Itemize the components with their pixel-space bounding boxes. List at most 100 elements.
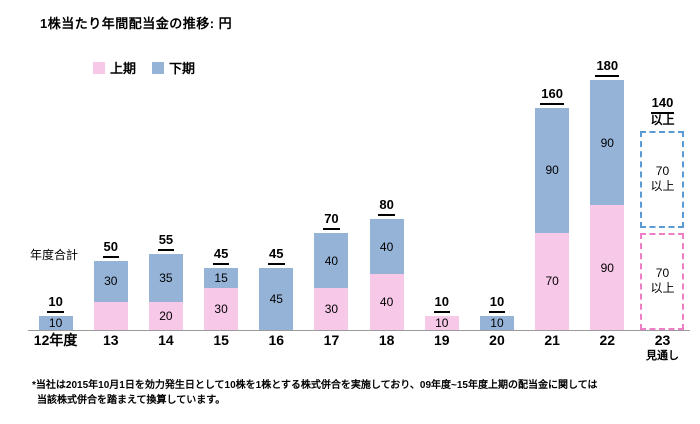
x-axis-label: 14 [138,332,193,362]
bar-group: 140 以上 70 以上 70 以上 [635,56,690,330]
x-axis-category: 23 [654,332,671,348]
x-axis-label: 12年度 [28,332,83,362]
x-axis-label: 23 見通し [635,332,690,362]
bar-segment-value: 30 [214,302,228,317]
bar-segment-second-half: 30 [93,260,128,303]
x-axis-label: 22 [580,332,635,362]
bar-total-value: 10 [47,294,64,314]
bar-segment-value: 10 [435,316,449,331]
bar-segment-first-half: 30 [204,288,239,330]
forecast-box-second-half: 70 以上 [640,130,685,228]
bar-total-label: 140 以上 [650,95,675,128]
bar-segment-second-half: 90 [590,80,625,205]
bar-total-label: 45 [212,246,230,265]
x-axis-category: 20 [489,332,505,348]
bar-segment-second-half: 90 [535,107,570,233]
bar-segment-first-half: 10 [424,316,459,331]
forecast-box-first-half: 70 以上 [640,232,685,330]
bar-segment-first-half: 40 [369,274,404,330]
bar-group: 10 10 [469,56,524,330]
bar-segment-second-half: 35 [148,253,183,303]
bar-stack: 90 90 [590,80,625,330]
bar-stack: 35 20 [148,253,183,330]
x-axis-label: 19 [414,332,469,362]
bar-segment-value: 70 [545,274,559,289]
x-axis-category: 22 [599,332,616,348]
bar-group: 160 90 70 [525,56,580,330]
forecast-suffix: 以上 [650,281,675,296]
bar-segment-value: 90 [600,260,614,275]
x-axis-category: 15 [213,332,229,348]
first-half-swatch-icon [93,61,105,74]
x-axis-category: 14 [158,332,174,348]
bar-group: 80 40 40 [359,56,414,330]
annual-total-caption: 年度合計 [30,248,79,262]
bar-segment-value: 35 [159,270,173,285]
bar-total-label: 10 [488,294,506,314]
forecast-suffix: 以上 [650,179,675,194]
bar-group: 10 10 [28,56,83,330]
legend-label-second-half: 下期 [169,61,196,76]
bar-stack: 10 [424,316,459,331]
bar-segment-value: 10 [490,316,504,331]
forecast-stack: 70 以上 70 以上 [640,130,685,330]
legend-item-first-half: 上期 [93,58,136,77]
footnote-line-1: *当社は2015年10月1日を効力発生日として10株を1株とする株式併合を実施し… [32,380,598,391]
chart-plot-area: 10 10 50 30 55 35 20 45 15 30 45 45 70 40 30 80 40 40 10 10… [28,56,690,331]
bar-stack: 40 30 [314,232,349,330]
bar-segment-value: 30 [104,274,118,289]
x-axis-label: 13 [83,332,138,362]
bar-group: 70 40 30 [304,56,359,330]
legend-item-second-half: 下期 [152,58,195,77]
bar-segment-first-half [93,302,128,330]
bar-segment-first-half: 70 [535,232,570,330]
bar-segment-first-half: 20 [148,302,183,330]
second-half-swatch-icon [152,61,165,74]
bar-segment-value: 15 [214,270,228,285]
bar-total-value: 10 [488,294,506,314]
bar-segment-second-half: 40 [369,218,404,275]
x-axis-category: 19 [434,332,450,348]
bar-stack: 90 70 [535,107,570,330]
bar-total-value: 10 [433,294,451,314]
bar-total-value: 45 [268,246,285,265]
bar-stack: 15 30 [204,267,239,330]
bar-total-value: 140 [650,95,675,114]
x-axis-label: 17 [304,332,359,362]
bar-stack: 10 [479,316,514,331]
x-axis-category: 12年度 [33,332,78,348]
forecast-value: 70 [655,163,670,178]
bar-total-label: 45 [268,246,285,265]
x-axis-category: 21 [544,332,560,348]
x-axis-category: 16 [268,332,285,348]
bar-segment-value: 45 [269,291,283,306]
bar-segment-first-half: 30 [314,288,349,330]
x-axis-category: 17 [323,332,340,348]
footnote-line-2: 当該株式併合を踏まえて換算しています。 [37,395,226,406]
bar-total-value: 50 [102,239,119,258]
legend-label-first-half: 上期 [110,61,137,76]
x-axis: 12年度 13 14 15 16 17 18 19 20 21 22 23 見通し [28,332,690,362]
bar-stack: 30 [93,260,128,330]
bar-segment-second-half: 10 [38,316,73,331]
x-axis-label: 16 [249,332,304,362]
bar-total-label: 160 [540,86,564,105]
bar-group: 180 90 90 [580,56,635,330]
bar-stack: 40 40 [369,218,404,330]
bar-total-label: 10 [433,294,451,314]
bar-total-label: 80 [378,197,395,216]
bar-group: 10 10 [414,56,469,330]
bar-segment-value: 30 [324,302,339,317]
footnote: *当社は2015年10月1日を効力発生日として10株を1株とする株式併合を実施し… [32,378,598,408]
bar-group: 55 35 20 [138,56,193,330]
bar-total-value: 70 [323,211,340,230]
chart-legend: 上期 下期 [93,58,195,77]
bar-group: 45 15 30 [194,56,249,330]
bar-segment-second-half: 10 [479,316,514,331]
bar-segment-first-half: 90 [590,205,625,330]
bar-total-label: 70 [323,211,340,230]
bar-segment-value: 40 [379,239,394,254]
bar-segment-value: 90 [600,135,614,150]
bar-segment-value: 10 [48,316,63,331]
